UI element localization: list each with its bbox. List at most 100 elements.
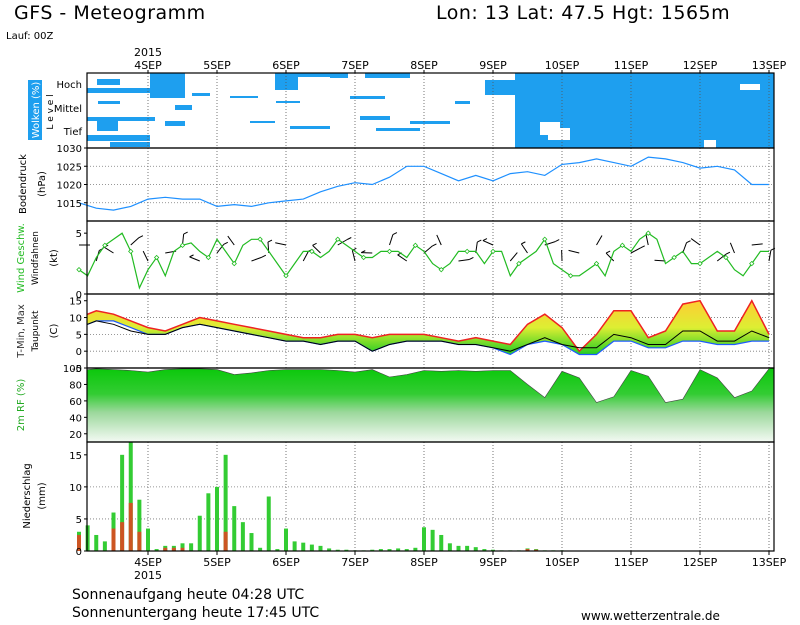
bottom-date-label: 11SEP — [614, 556, 649, 569]
precip-conv-bar — [171, 547, 176, 551]
temperature-ylabel2: Taupunkt — [31, 310, 41, 353]
pressure-ylabel: Bodendruck — [18, 154, 29, 214]
panel-frames — [86, 72, 775, 552]
temperature-ytick-label: 0 — [76, 347, 82, 358]
precip-bar — [85, 525, 90, 551]
page-title: GFS - Meteogramm — [14, 2, 206, 24]
wind-barb-feather — [138, 235, 144, 239]
wind-barb — [351, 250, 356, 262]
cloud-cover-block — [192, 93, 210, 96]
wind-barb-feather — [640, 245, 645, 249]
pressure-ytick-label: 1025 — [57, 162, 82, 173]
precip-bar — [284, 528, 288, 551]
precip-bar — [447, 543, 452, 551]
wind-barb — [509, 252, 518, 262]
precip-bar — [309, 544, 314, 551]
precip-bar — [491, 549, 495, 551]
wind-marker — [335, 236, 341, 242]
temperature-unit: (C) — [49, 324, 60, 339]
cloud-cover-block — [365, 73, 410, 78]
top-date-label: 6SEP — [272, 59, 300, 72]
wind-barb-feather — [361, 250, 366, 254]
bottom-date-label: 4SEP — [134, 556, 162, 569]
pressure-ytick-label: 1020 — [57, 181, 82, 192]
cloud-level-label: Mittel — [54, 104, 82, 115]
wind-marker — [619, 242, 626, 249]
pressure-ytick-label: 1030 — [57, 144, 82, 155]
wind-marker — [257, 236, 263, 242]
wind-marker — [671, 254, 677, 261]
precip-bar — [482, 549, 487, 551]
precip-conv-bar — [180, 547, 185, 551]
bottom-date-label: 10SEP — [545, 556, 580, 569]
humidity-ytick-label: 40 — [69, 413, 82, 424]
wind-barb — [596, 235, 603, 246]
precip-bar — [430, 529, 435, 551]
precip-bar — [370, 549, 375, 551]
wind-barb — [312, 244, 321, 254]
wind-marker — [412, 242, 419, 249]
pressure-line — [78, 156, 769, 211]
precip-bar — [232, 506, 237, 551]
wind-barb-feather — [183, 231, 188, 235]
precip-conv-bar — [120, 522, 125, 551]
humidity-ytick-label: 60 — [69, 397, 82, 408]
sunrise-text: Sonnenaufgang heute 04:28 UTC — [72, 587, 305, 603]
wind-barb — [423, 245, 433, 254]
wind-barb — [654, 259, 666, 262]
wind-barb — [645, 234, 649, 246]
top-date-label: 9SEP — [479, 59, 507, 72]
cloud-cover-block — [150, 73, 185, 98]
bottom-date-label: 9SEP — [479, 556, 507, 569]
precip-bar — [223, 454, 228, 551]
wind-barb — [103, 246, 114, 254]
temperature-ytick-label: 10 — [69, 314, 82, 325]
precip-bar — [180, 543, 185, 551]
top-date-label: 13SEP — [752, 59, 787, 72]
cloud-cover-block — [275, 73, 298, 90]
humidity-ytick-label: 80 — [69, 380, 82, 391]
wind-barb — [227, 235, 235, 246]
cloud-cover-block — [455, 101, 470, 104]
precip-bar — [258, 547, 263, 551]
wind-barb — [302, 251, 309, 262]
precip-bar — [128, 442, 133, 551]
cloud-cover-block — [290, 126, 330, 129]
sunset-text: Sonnenuntergang heute 17:45 UTC — [72, 605, 320, 621]
wind-barb — [216, 244, 225, 254]
wind-barb — [630, 247, 641, 254]
precip-conv-bar — [223, 531, 228, 551]
wind-barb-feather — [347, 237, 352, 240]
precip-bar — [206, 493, 211, 551]
cloud-cover-block — [376, 128, 420, 131]
precip-unit: (mm) — [37, 482, 48, 509]
wind-ylabel: Wind Geschw. — [16, 223, 27, 293]
top-date-label: 11SEP — [614, 59, 649, 72]
wind-marker — [102, 242, 108, 249]
cloud-gap — [704, 140, 716, 148]
cloud-gap — [548, 128, 570, 140]
cloud-cover-block — [276, 101, 300, 103]
cloud-cover-block — [485, 80, 515, 95]
precipitation-frame — [86, 441, 775, 552]
wind-marker — [76, 266, 82, 273]
precip-bar — [413, 547, 418, 551]
precip-ylabel: Niederschlag — [22, 463, 33, 528]
top-date-label: 12SEP — [683, 59, 718, 72]
precip-bar — [197, 515, 202, 551]
precip-bar — [378, 549, 383, 551]
wind-barb-feather — [261, 254, 267, 258]
bottom-date-label: 12SEP — [683, 556, 718, 569]
humidity-line — [87, 368, 770, 403]
cloud-gap — [740, 84, 760, 90]
pressure-ytick-label: 1015 — [57, 199, 82, 210]
wind-barb-feather — [223, 241, 228, 245]
axis-labels: 4SEP 5SEP 6SEP 7SEP 8SEP 9SEP 10SEP 11SEP 12SEP 1… — [16, 46, 787, 582]
cloud-cover-block — [165, 121, 185, 126]
humidity-ylabel: 2m RF (%) — [16, 379, 27, 432]
precip-conv-bar — [128, 502, 133, 551]
precip-bar — [439, 534, 444, 551]
wind-marker — [542, 236, 548, 242]
precip-bar — [275, 549, 280, 551]
